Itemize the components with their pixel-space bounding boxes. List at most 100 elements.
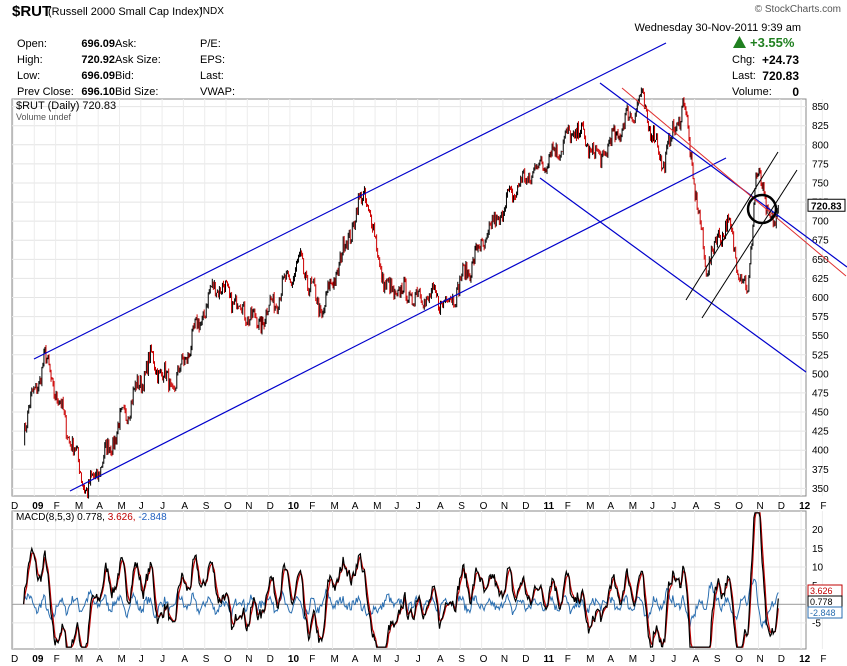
macd-x-tick-label: J [394, 654, 399, 665]
macd-x-tick-label: A [693, 654, 700, 665]
brand-logo: © StockCharts.com [754, 4, 841, 15]
macd-x-tick-label: D [778, 654, 785, 665]
macd-x-tick-label: A [96, 654, 103, 665]
x-tick-label: S [203, 501, 210, 512]
macd-line [23, 512, 779, 648]
y-tick-label: 500 [812, 369, 829, 380]
x-tick-label: A [96, 501, 103, 512]
macd-x-tick-label: N [245, 654, 252, 665]
eps-label: EPS: [200, 54, 226, 66]
y-tick-label: 675 [812, 236, 829, 247]
last-label: Last: [200, 70, 224, 82]
y-tick-label: 700 [812, 217, 829, 228]
high-value: 720.92 [81, 54, 115, 66]
index-name: (Russell 2000 Small Cap Index) [48, 6, 203, 18]
macd-panel-frame [11, 510, 807, 650]
macd-x-tick-label: F [565, 654, 571, 665]
low-label: Low: [17, 70, 41, 82]
macd-x-tick-label: J [671, 654, 676, 665]
macd-x-tick-label: M [118, 654, 126, 665]
channel-lower-trendline [69, 157, 727, 492]
y-tick-label: 350 [812, 484, 829, 495]
ask-size-label: Ask Size: [115, 54, 161, 66]
trendlines [33, 42, 847, 492]
vwap-label: VWAP: [200, 86, 236, 98]
price-gridlines [12, 99, 823, 496]
macd-x-tick-label: J [650, 654, 655, 665]
y-tick-label: 450 [812, 408, 829, 419]
macd-x-tick-label: F [54, 654, 60, 665]
quote-date: Wednesday 30-Nov-2011 9:39 am [634, 22, 801, 34]
macd-x-tick-label: A [607, 654, 614, 665]
macd-x-tick-label: O [224, 654, 232, 665]
y-tick-label: 475 [812, 388, 829, 399]
x-tick-label: A [352, 501, 359, 512]
macd-legend-value: 0.778, [77, 512, 105, 523]
x-tick-label: J [139, 501, 144, 512]
macd-value-tag-box [807, 606, 843, 619]
down-channel-upper-trendline [599, 82, 847, 268]
quote-panel: Open: 696.09 High: 720.92 Low: 696.09 Pr… [13, 35, 801, 99]
y-tick-label: 650 [812, 255, 829, 266]
x-tick-label: J [416, 501, 421, 512]
macd-histogram-line [23, 578, 779, 630]
macd-x-tick-label: S [714, 654, 721, 665]
x-tick-label: A [437, 501, 444, 512]
x-tick-label: A [693, 501, 700, 512]
open-label: Open: [17, 38, 47, 50]
x-tick-label: F [565, 501, 571, 512]
bid-label: Bid: [115, 70, 134, 82]
pe-label: P/E: [200, 38, 221, 50]
volume-label: Volume: [732, 86, 772, 98]
macd-value-tag-label: -2.848 [810, 608, 836, 618]
macd-x-tick-label: M [629, 654, 637, 665]
x-tick-label: N [757, 501, 764, 512]
macd-y-tick-label: 15 [812, 544, 824, 555]
price-series [24, 87, 779, 499]
macd-x-tick-label: D [267, 654, 274, 665]
macd-x-tick-label: F [820, 654, 826, 665]
macd-x-tick-label: J [160, 654, 165, 665]
y-tick-label: 800 [812, 140, 829, 151]
x-tick-label: S [458, 501, 465, 512]
macd-x-tick-label: 10 [288, 654, 300, 665]
macd-x-tick-label: 11 [544, 654, 555, 665]
x-tick-label: J [394, 501, 399, 512]
price-tag-label: 720.83 [811, 201, 842, 212]
x-tick-label: M [629, 501, 637, 512]
prev-close-value: 696.10 [81, 86, 115, 98]
macd-x-tick-label: M [373, 654, 381, 665]
y-tick-label: 775 [812, 159, 829, 170]
x-tick-label: J [671, 501, 676, 512]
macd-x-tick-label: A [181, 654, 188, 665]
symbol-label: $RUT [12, 3, 52, 20]
x-tick-label: A [181, 501, 188, 512]
highlight-circle [746, 193, 778, 225]
high-label: High: [17, 54, 43, 66]
price-y-axis: 350 375 400 425 450 475 500 525 550 575 600 625 650 6… [812, 102, 829, 495]
x-tick-label: O [735, 501, 743, 512]
price-tag-box [807, 198, 846, 212]
macd-x-tick-label: S [203, 654, 210, 665]
x-tick-label: F [820, 501, 826, 512]
x-tick-label: N [501, 501, 508, 512]
y-tick-label: 625 [812, 274, 829, 285]
macd-value-tag-label: 3.626 [810, 586, 833, 596]
y-tick-label: 575 [812, 312, 829, 323]
x-tick-label: M [331, 501, 339, 512]
macd-legend-prefix: MACD(8,5,3) [16, 512, 75, 523]
y-tick-label: 525 [812, 350, 829, 361]
macd-x-tick-label: A [352, 654, 359, 665]
last-price-tag: 720.83 [807, 198, 846, 212]
x-tick-label: 09 [32, 501, 44, 512]
change-percent: +3.55% [750, 35, 795, 50]
chg-label: Chg: [732, 54, 756, 66]
x-tick-label: 11 [544, 501, 555, 512]
prev-close-label: Prev Close: [17, 86, 74, 98]
volume-legend: Volume undef [16, 112, 72, 122]
macd-x-tick-label: D [522, 654, 529, 665]
x-tick-label: D [267, 501, 274, 512]
y-tick-label: 825 [812, 121, 829, 132]
